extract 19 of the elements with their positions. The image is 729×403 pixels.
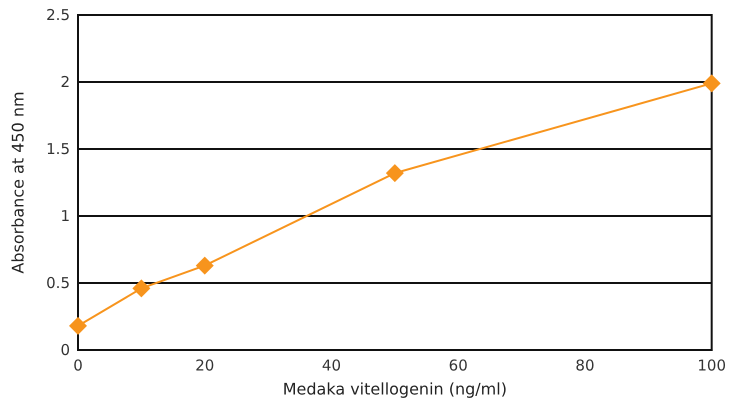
- y-axis-title: Absorbance at 450 nm: [8, 91, 28, 274]
- y-tick-label: 1.5: [46, 140, 70, 158]
- point: [69, 316, 87, 335]
- y-tick-label: 0: [60, 341, 70, 359]
- x-tick-label: 100: [697, 356, 726, 374]
- y-tick-label: 0.5: [46, 274, 70, 292]
- point: [132, 279, 150, 298]
- x-tick-label: 0: [73, 356, 83, 374]
- x-tick-label: 80: [575, 356, 594, 374]
- y-tick-label: 2: [60, 73, 70, 91]
- x-tick-label: 60: [448, 356, 468, 374]
- point: [196, 256, 214, 275]
- y-tick-label: 1: [60, 207, 70, 225]
- x-tick-label: 20: [195, 356, 214, 374]
- point: [386, 164, 404, 182]
- y-tick-label: 2.5: [46, 6, 70, 24]
- point: [702, 74, 721, 92]
- x-axis-title: Medaka vitellogenin (ng/ml): [282, 380, 507, 398]
- x-tick-label: 40: [322, 356, 342, 374]
